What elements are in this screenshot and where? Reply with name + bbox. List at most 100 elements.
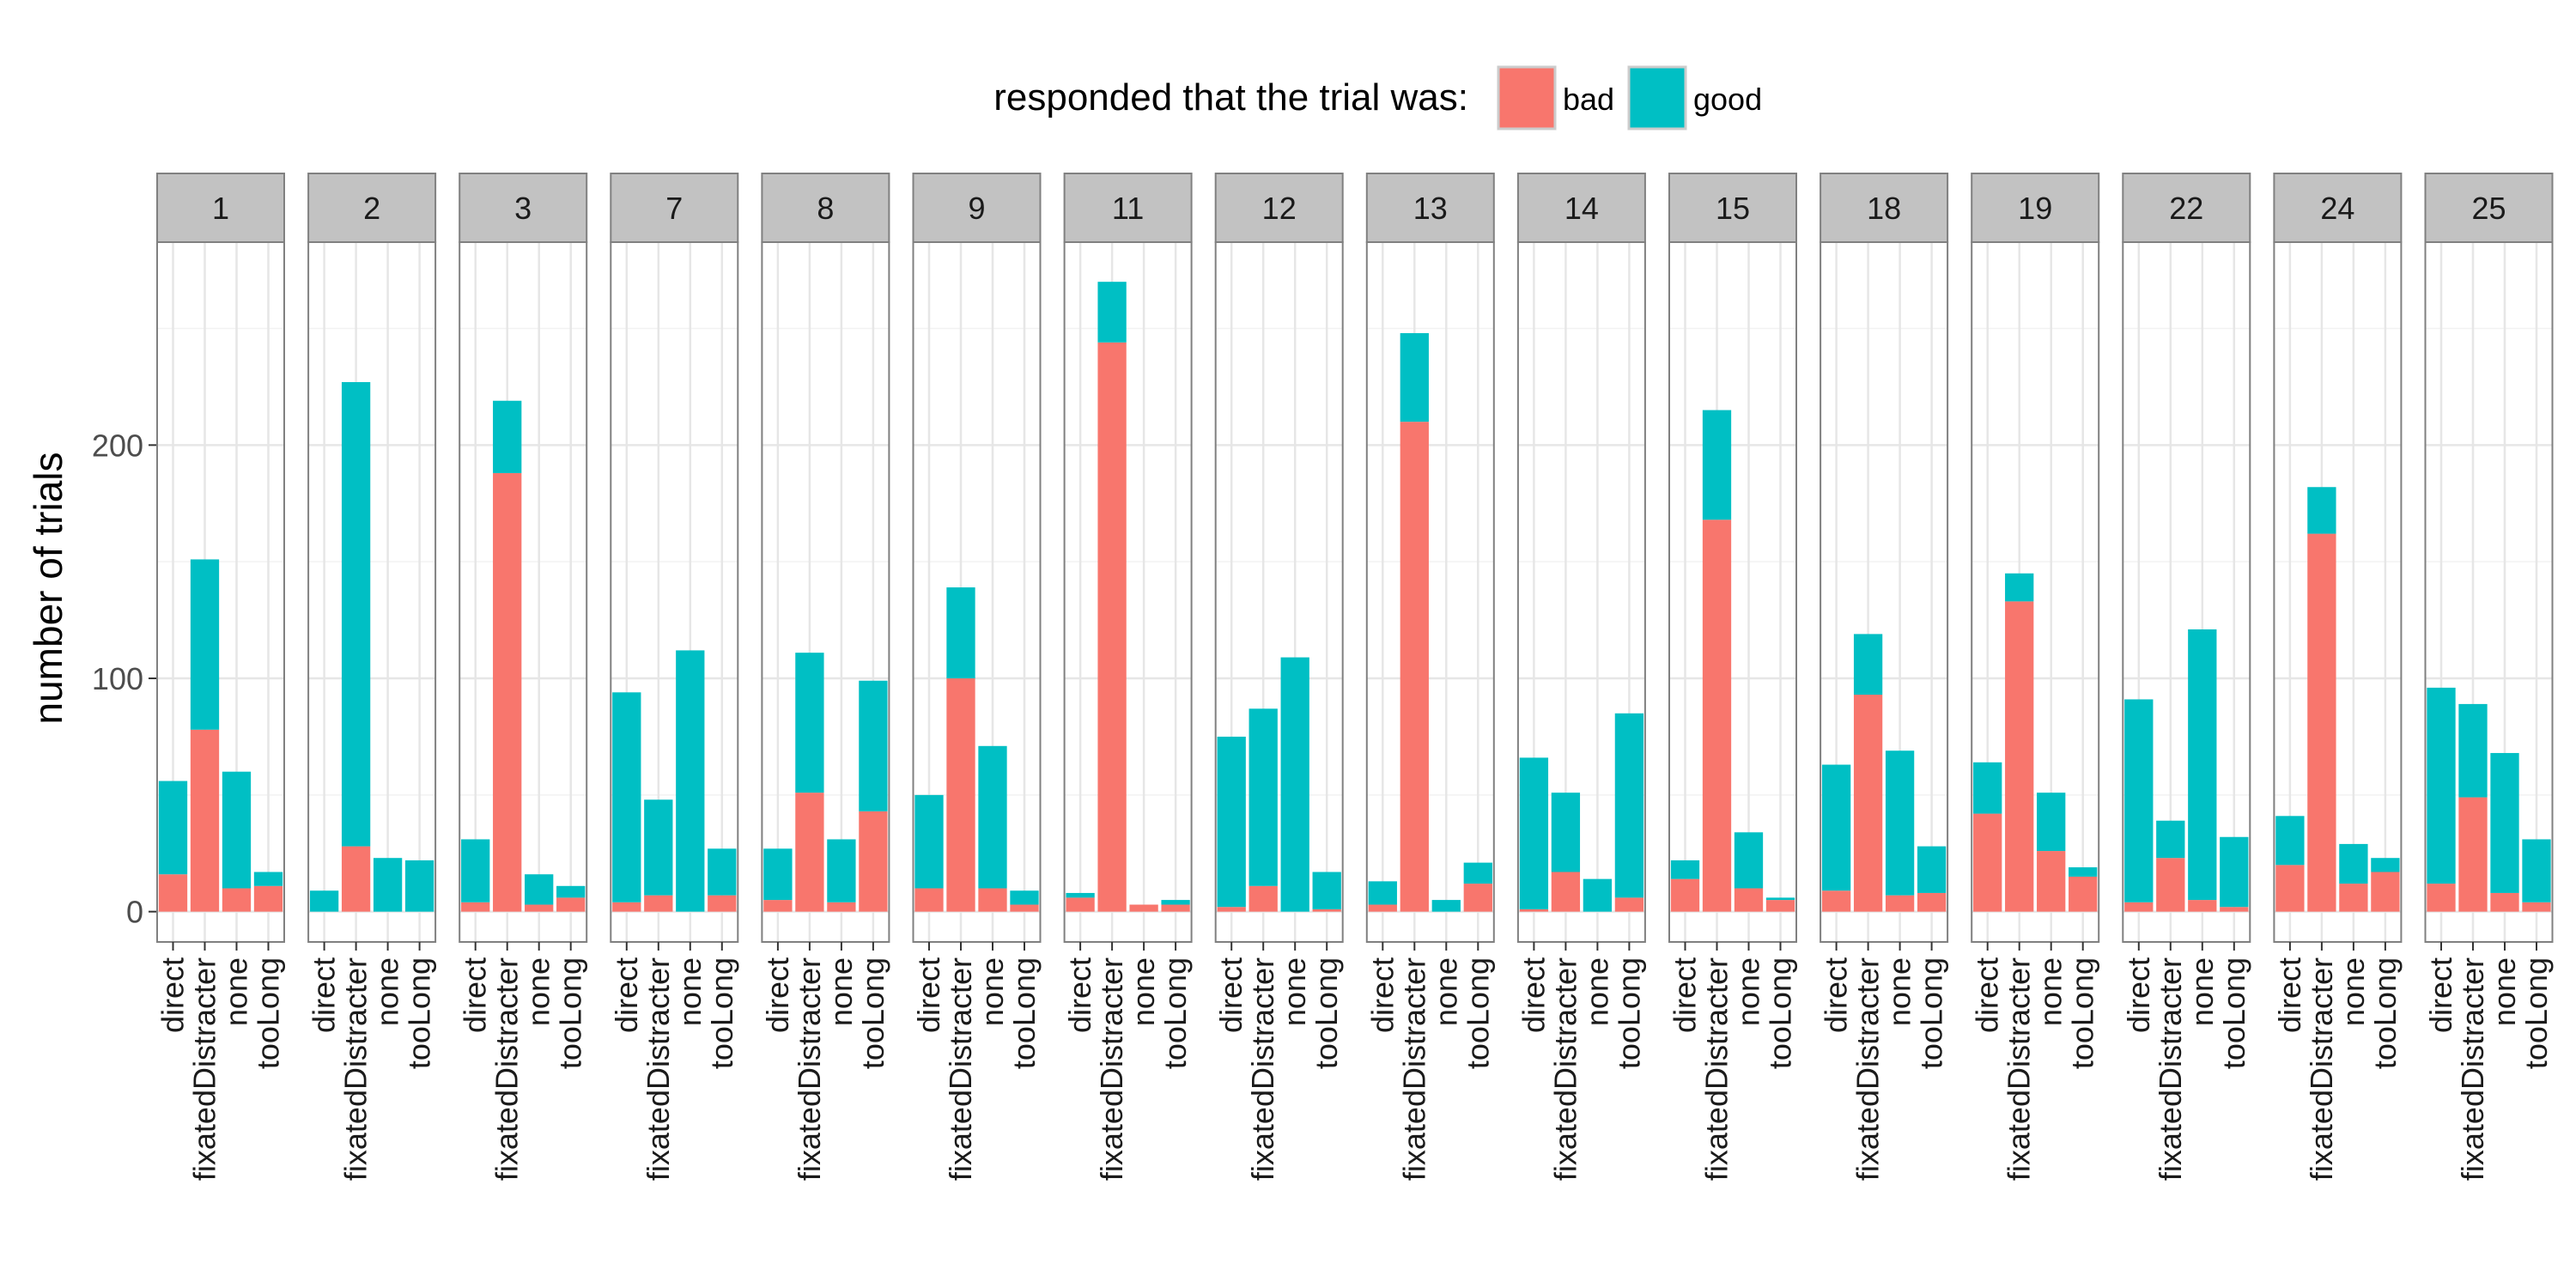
bar-good-direct	[158, 781, 188, 875]
x-tick-label: none	[1882, 957, 1917, 1026]
x-tick-label: tooLong	[2518, 957, 2554, 1069]
bar-bad-fixatedDistracter	[493, 472, 522, 912]
x-tick-label: direct	[458, 957, 493, 1033]
x-tick-label: none	[2033, 957, 2069, 1026]
bar-bad-direct	[1973, 813, 2002, 912]
facet-strip	[459, 173, 588, 243]
bar-bad-none	[2490, 892, 2519, 912]
bar-bad-fixatedDistracter	[1702, 519, 1732, 912]
panel-border	[610, 241, 739, 943]
bar-good-direct	[1973, 762, 2002, 814]
bar-bad-none	[525, 904, 554, 912]
bar-bad-tooLong	[1463, 884, 1492, 912]
x-tick-label: fixatedDistracter	[943, 957, 978, 1181]
x-tick-label: direct	[307, 957, 342, 1033]
x-tick-label: none	[823, 957, 859, 1026]
bar-bad-tooLong	[2220, 907, 2249, 912]
bar-bad-fixatedDistracter	[1551, 872, 1581, 912]
bar-good-none	[978, 745, 1007, 889]
bar-good-tooLong	[859, 680, 888, 811]
bar-good-tooLong	[1463, 862, 1492, 884]
bar-bad-fixatedDistracter	[1097, 342, 1127, 912]
x-tick-label: tooLong	[1914, 957, 1949, 1069]
bar-bad-direct	[1217, 907, 1246, 912]
panel-border	[1820, 241, 1949, 943]
bar-bad-tooLong	[1765, 900, 1795, 912]
bar-good-fixatedDistracter	[1853, 634, 1883, 696]
bar-good-direct	[2124, 699, 2154, 902]
bar-good-direct	[1368, 881, 1397, 905]
x-tick-label: fixatedDistracter	[1396, 957, 1431, 1181]
facet-strip-label: 24	[2320, 191, 2354, 226]
x-tick-label: fixatedDistracter	[1245, 957, 1280, 1181]
bar-bad-none	[2037, 851, 2066, 912]
bar-bad-tooLong	[1312, 908, 1341, 912]
y-tick-label: 200	[92, 428, 143, 463]
bar-bad-tooLong	[2371, 872, 2400, 912]
facet-strip-label: 14	[1564, 191, 1599, 226]
x-tick-label: none	[521, 957, 556, 1026]
panel-background	[1669, 242, 1796, 942]
x-tick-label: tooLong	[553, 957, 588, 1069]
facet-strip-label: 9	[968, 191, 985, 226]
panel-border	[156, 241, 285, 943]
facet-strip	[2122, 173, 2251, 243]
x-tick-label: fixatedDistracter	[792, 957, 827, 1181]
x-tick-label: tooLong	[855, 957, 890, 1069]
y-axis: 0 100 200	[92, 428, 157, 930]
bar-good-fixatedDistracter	[795, 653, 824, 793]
bar-good-none	[222, 771, 252, 889]
panel-background	[459, 242, 587, 942]
bar-bad-tooLong	[859, 811, 888, 912]
x-tick-label: fixatedDistracter	[2002, 957, 2037, 1181]
x-tick-label: none	[2336, 957, 2371, 1026]
facet-strip-label: 12	[1262, 191, 1297, 226]
x-tick-label: tooLong	[1611, 957, 1646, 1069]
bar-good-direct	[1670, 860, 1700, 879]
bar-good-direct	[763, 848, 793, 901]
x-tick-label: tooLong	[402, 957, 437, 1069]
panel-border	[2122, 241, 2251, 943]
legend-key-good	[1627, 65, 1687, 131]
bar-good-none	[525, 874, 554, 905]
bar-bad-fixatedDistracter	[946, 678, 975, 912]
panel-border	[1971, 241, 2100, 943]
bar-bad-direct	[1066, 897, 1095, 912]
x-tick-label: none	[672, 957, 708, 1026]
x-tick-label: tooLong	[1006, 957, 1042, 1069]
bar-good-direct	[2275, 816, 2305, 866]
bar-good-fixatedDistracter	[341, 382, 371, 847]
bar-good-tooLong	[1917, 846, 1947, 893]
x-tick-label: fixatedDistracter	[1850, 957, 1886, 1181]
bar-good-fixatedDistracter	[1551, 793, 1581, 872]
x-tick-label: none	[1731, 957, 1766, 1026]
bar-good-none	[827, 839, 856, 902]
bar-good-fixatedDistracter	[946, 587, 975, 679]
x-tick-label: fixatedDistracter	[1094, 957, 1129, 1181]
x-tick-label: direct	[2121, 957, 2156, 1033]
facet-strip-label: 13	[1413, 191, 1448, 226]
bar-bad-tooLong	[1917, 892, 1947, 912]
x-tick-label: direct	[155, 957, 191, 1033]
facet-strip	[156, 173, 285, 243]
facet-strip	[307, 173, 437, 243]
x-tick-label: direct	[2423, 957, 2458, 1033]
x-tick-label: fixatedDistracter	[641, 957, 676, 1181]
x-tick-label: tooLong	[2367, 957, 2403, 1069]
bar-good-direct	[1821, 764, 1851, 891]
x-tick-label: direct	[760, 957, 795, 1033]
bar-bad-tooLong	[2522, 902, 2551, 912]
panel-border	[1365, 241, 1495, 943]
bar-good-none	[2490, 752, 2519, 893]
panel-border	[307, 241, 437, 943]
facet-strip-label: 7	[665, 191, 683, 226]
bar-bad-fixatedDistracter	[1853, 695, 1883, 912]
panel-border	[1516, 241, 1646, 943]
y-tick-label: 0	[126, 895, 143, 930]
